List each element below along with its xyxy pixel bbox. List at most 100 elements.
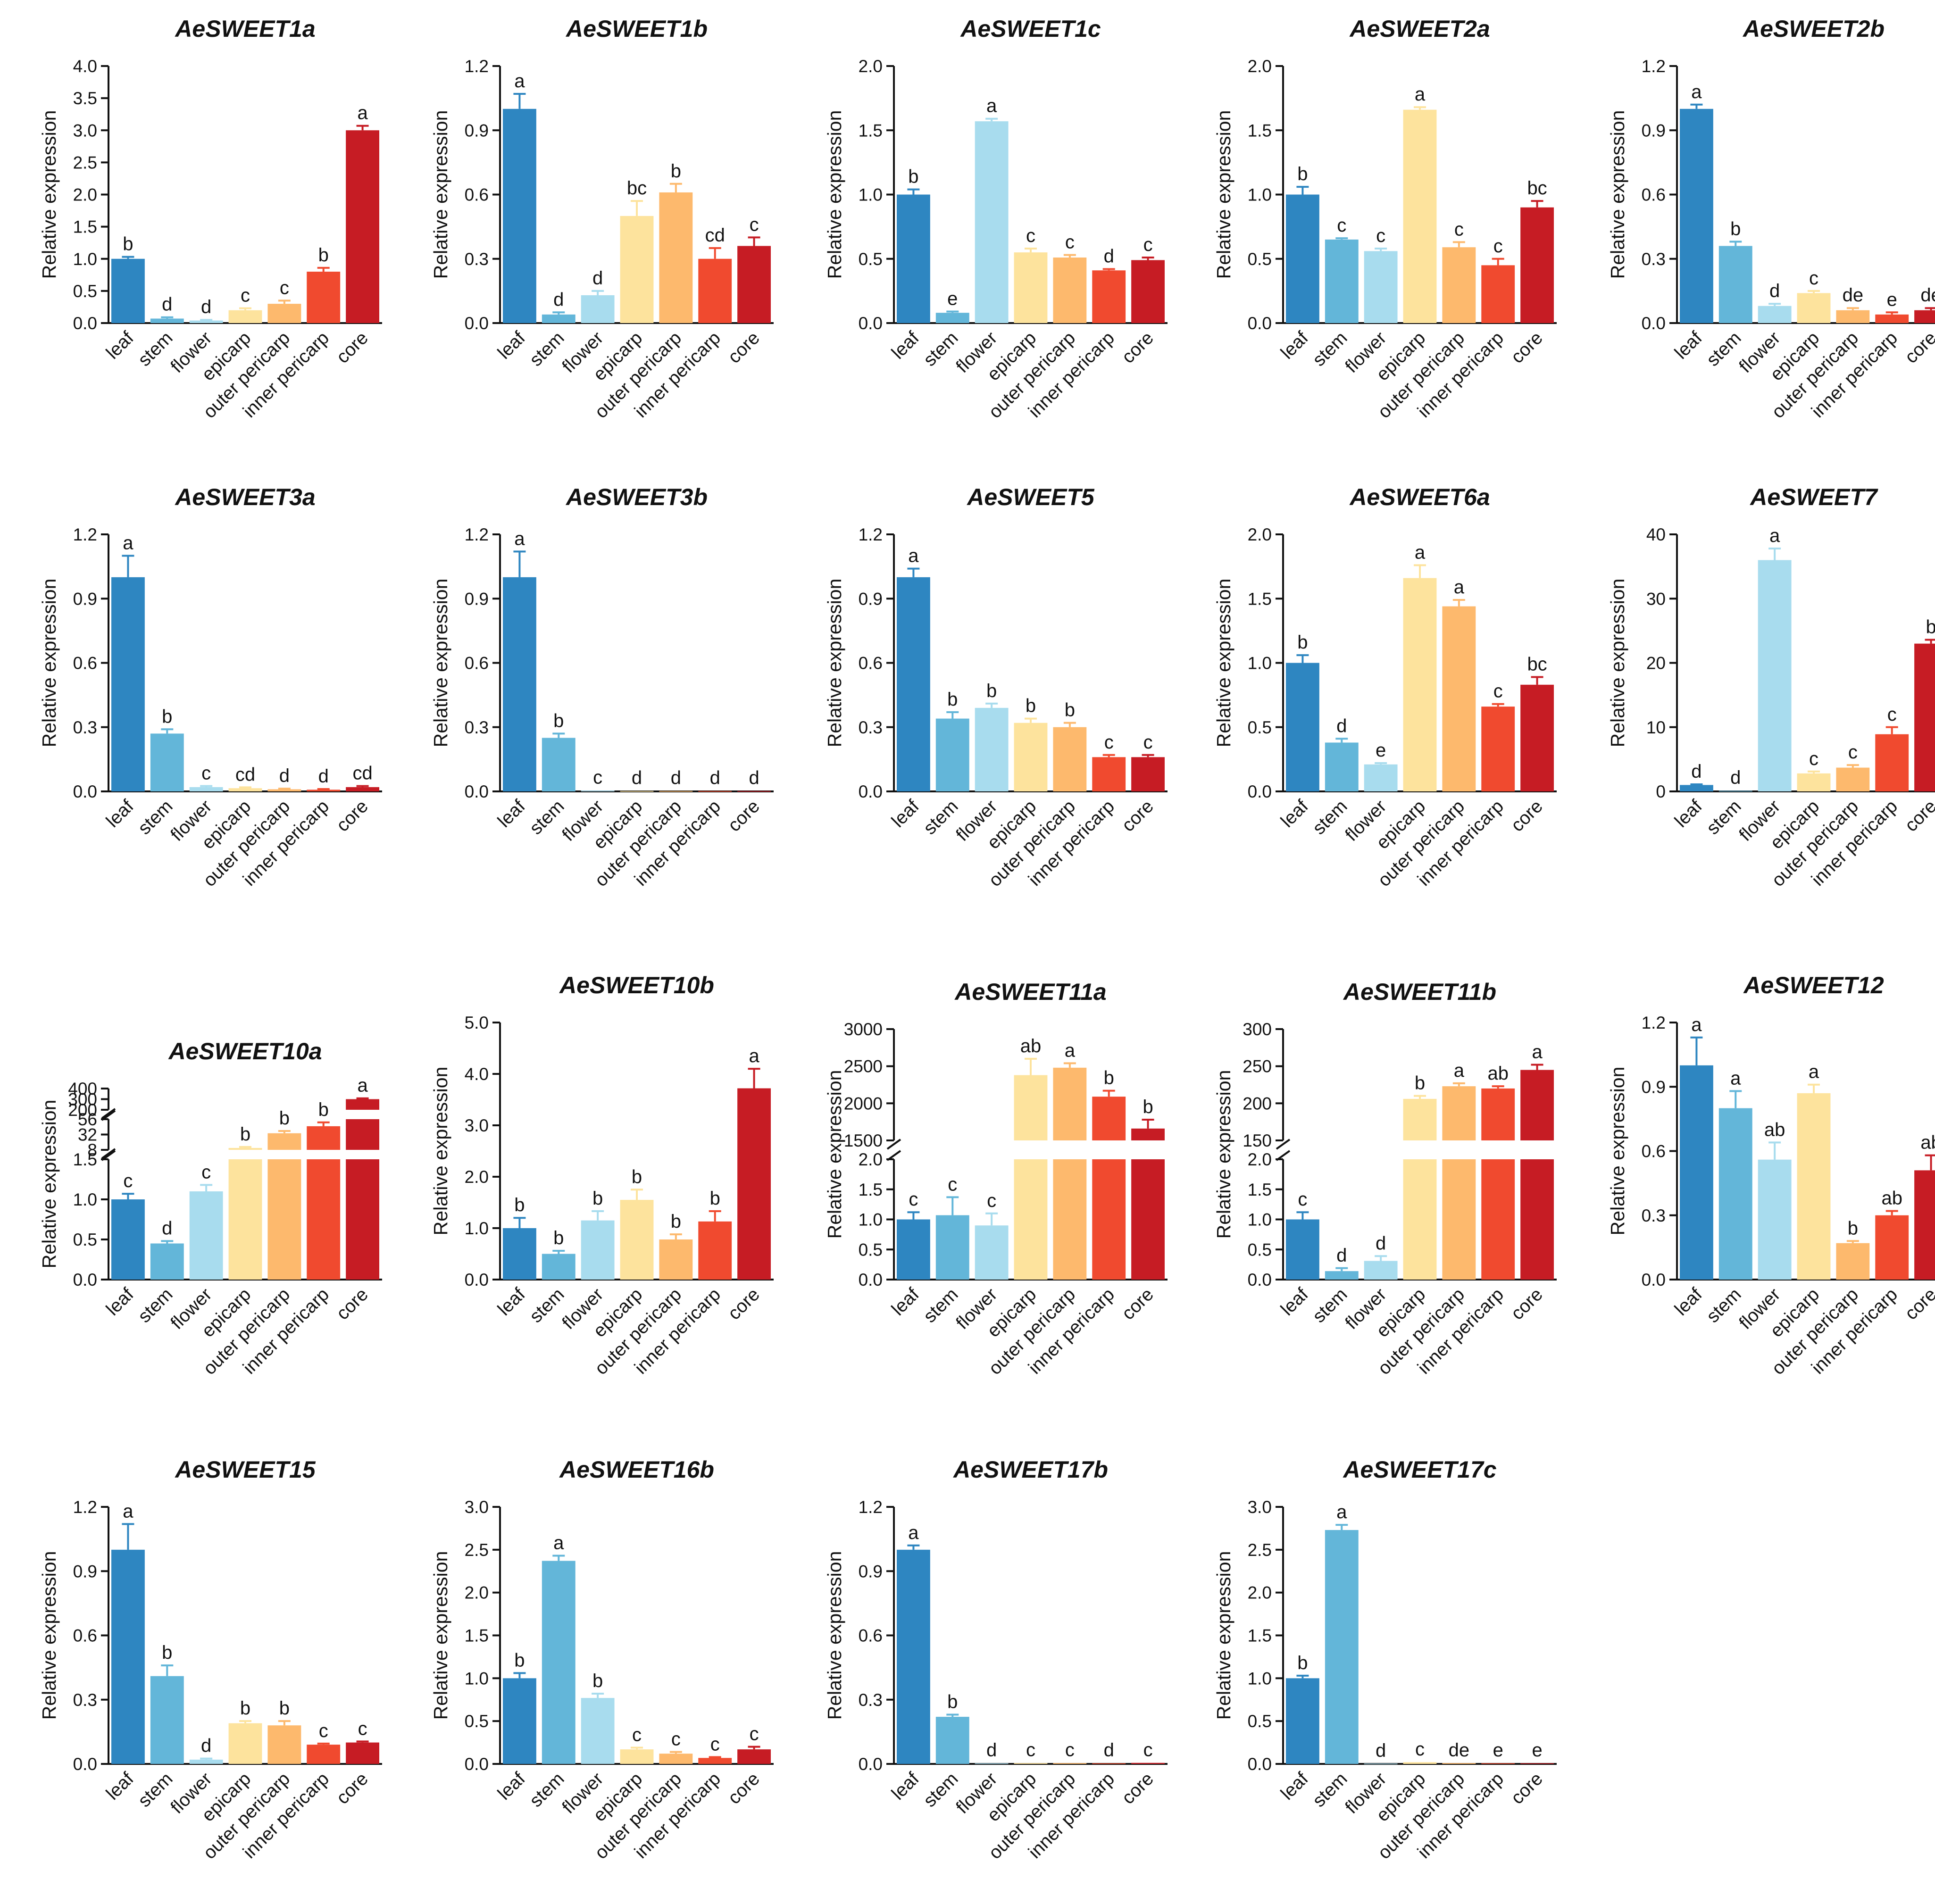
y-tick-label: 0.9: [73, 1562, 97, 1581]
significance-letter: d: [749, 768, 759, 789]
chart-title: AeSWEET15: [174, 1456, 316, 1483]
bar: [1442, 1086, 1476, 1140]
bar: [897, 577, 930, 791]
bar: [975, 1225, 1009, 1280]
y-tick-label: 0.6: [859, 1626, 883, 1646]
bar: [1364, 251, 1398, 323]
y-axis-label: Relative expression: [430, 579, 451, 748]
significance-letter: de: [1843, 285, 1864, 306]
bar: [1325, 1530, 1359, 1764]
chart-title: AeSWEET3b: [565, 484, 708, 510]
bar: [1520, 1763, 1554, 1764]
significance-letter: b: [947, 689, 958, 710]
axis-break-mark: [1276, 1150, 1291, 1161]
y-tick-label: 0.0: [1248, 1754, 1272, 1774]
y-tick-label: 1.2: [465, 57, 489, 76]
y-tick-label: 0.0: [465, 314, 489, 333]
significance-letter: c: [241, 285, 250, 306]
bar: [542, 1561, 575, 1764]
y-tick-label: 2.0: [73, 185, 97, 205]
y-tick-label: 0.5: [859, 1240, 883, 1259]
significance-letter: d: [201, 1736, 211, 1756]
significance-letter: b: [240, 1124, 250, 1145]
bar: [659, 791, 693, 792]
y-tick-label: 0.6: [465, 654, 489, 673]
significance-letter: b: [1143, 1097, 1153, 1117]
bar: [1286, 194, 1319, 323]
bar: [111, 1199, 145, 1280]
y-tick-label: 1.0: [859, 185, 883, 205]
y-tick-label: 300: [68, 1090, 97, 1109]
chart-panel-aesweet7: AeSWEET7 Relative expression 0 10 20 30 40 d lea…: [1607, 484, 1935, 891]
significance-letter: d: [1376, 1740, 1386, 1761]
bar: [698, 1758, 732, 1764]
y-tick-label: 2.0: [465, 1583, 489, 1603]
category-label: leaf: [888, 1769, 923, 1804]
y-axis-label: Relative expression: [1607, 110, 1628, 279]
significance-letter: a: [123, 1501, 133, 1522]
significance-letter: c: [632, 1724, 642, 1745]
bar: [1520, 1159, 1554, 1280]
significance-letter: a: [514, 528, 525, 549]
y-tick-label: 0.0: [859, 1270, 883, 1289]
significance-letter: ab: [1487, 1063, 1509, 1084]
category-label: core: [1118, 328, 1158, 367]
significance-letter: b: [240, 1698, 250, 1719]
y-tick-label: 0.0: [73, 314, 97, 333]
category-label: leaf: [1671, 796, 1706, 831]
y-tick-label: 1.0: [73, 249, 97, 269]
y-tick-label: 1.5: [1248, 121, 1272, 140]
y-tick-label: 2.0: [465, 1167, 489, 1187]
significance-letter: b: [710, 1188, 720, 1209]
significance-letter: c: [1493, 681, 1503, 702]
y-tick-label: 0.3: [1642, 249, 1666, 269]
category-label: leaf: [888, 796, 923, 831]
bar: [1403, 1098, 1437, 1140]
y-tick-label: 0.5: [465, 1712, 489, 1731]
bar: [1481, 265, 1515, 323]
y-axis-label: Relative expression: [430, 1551, 451, 1720]
bar: [1053, 1763, 1087, 1764]
y-tick-label: 0.6: [859, 654, 883, 673]
bar: [1131, 1128, 1165, 1140]
y-tick-label: 0.0: [1642, 314, 1666, 333]
bar: [581, 295, 615, 323]
significance-letter: c: [201, 1162, 211, 1182]
chart-panel-aesweet11a: AeSWEET11a Relative expression 0.0 0.5 1.0 1.…: [824, 979, 1168, 1379]
significance-letter: b: [553, 710, 564, 731]
bar: [1286, 1219, 1319, 1280]
bar: [659, 1754, 693, 1764]
bar: [1875, 734, 1909, 791]
chart-panel-aesweet17b: AeSWEET17b Relative expression 0.0 0.3 0.6 0.…: [824, 1456, 1168, 1863]
category-label: core: [1507, 1769, 1547, 1808]
chart-title: AeSWEET1c: [959, 16, 1101, 42]
y-axis-label: Relative expression: [1213, 110, 1234, 279]
significance-letter: a: [1454, 577, 1465, 598]
y-tick-label: 1.5: [73, 1150, 97, 1169]
bar: [1092, 1097, 1126, 1140]
bar: [1758, 1159, 1792, 1280]
significance-letter: b: [318, 245, 329, 266]
significance-letter: b: [279, 1108, 290, 1129]
y-tick-label: 0: [1656, 782, 1666, 801]
y-tick-label: 0.5: [1248, 1240, 1272, 1259]
y-tick-label: 1.0: [73, 1190, 97, 1209]
significance-letter: c: [1337, 215, 1346, 236]
significance-letter: a: [908, 546, 919, 566]
y-tick-label: 1.0: [1248, 185, 1272, 205]
bar: [1131, 757, 1165, 791]
y-tick-label: 1.0: [1248, 1210, 1272, 1230]
bar: [307, 1745, 341, 1764]
significance-letter: b: [123, 234, 133, 255]
bar: [1520, 207, 1554, 323]
bar: [1325, 239, 1359, 323]
significance-letter: e: [1887, 289, 1897, 310]
y-tick-label: 1.2: [1642, 1013, 1666, 1032]
chart-title: AeSWEET2b: [1742, 16, 1885, 42]
significance-letter: d: [1691, 761, 1701, 782]
y-tick-label: 3.0: [465, 1116, 489, 1135]
bar: [897, 194, 930, 323]
y-tick-label: 200: [1243, 1094, 1272, 1113]
y-tick-label: 40: [1646, 525, 1666, 544]
category-label: leaf: [494, 1769, 529, 1804]
